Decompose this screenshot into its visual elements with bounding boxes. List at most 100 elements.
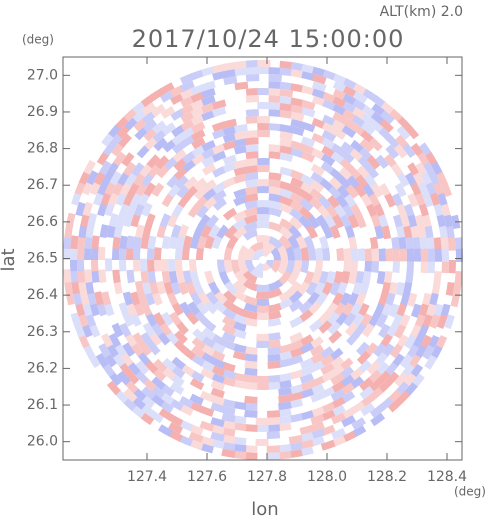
echo-cell	[330, 396, 346, 409]
echo-cell	[454, 271, 463, 285]
echo-cell	[159, 213, 171, 228]
echo-cell	[242, 270, 258, 284]
echo-cell	[221, 398, 236, 409]
echo-cell	[167, 213, 179, 228]
echo-cell	[317, 311, 332, 325]
echo-cell	[393, 324, 407, 339]
echo-cell	[135, 224, 145, 238]
echo-cell	[200, 367, 215, 380]
x-unit: (deg)	[454, 485, 486, 499]
echo-cell	[188, 259, 197, 273]
echo-cell	[359, 377, 374, 391]
echo-cell	[251, 252, 261, 260]
echo-cell	[171, 124, 186, 138]
echo-cell	[178, 403, 194, 416]
echo-cell	[167, 183, 181, 198]
echo-cell	[290, 169, 305, 181]
echo-cell	[84, 235, 93, 249]
echo-cell	[333, 271, 344, 285]
echo-cell	[278, 408, 292, 418]
echo-cell	[376, 271, 386, 285]
echo-cell	[300, 260, 309, 274]
echo-cell	[340, 391, 356, 404]
echo-cell	[113, 280, 123, 295]
echo-cell	[279, 124, 294, 134]
echo-cell	[331, 435, 347, 448]
echo-cell	[210, 387, 225, 399]
x-tick-label: 128.2	[367, 469, 407, 485]
echo-cell	[454, 237, 463, 251]
echo-cell	[394, 372, 408, 387]
echo-cell	[232, 422, 247, 432]
echo-cell	[414, 214, 425, 229]
echo-cell	[221, 331, 236, 343]
echo-cell	[418, 303, 429, 318]
echo-cell	[357, 303, 370, 318]
echo-cell	[299, 334, 314, 347]
echo-cell	[96, 302, 108, 317]
echo-cell	[289, 391, 304, 402]
echo-cell	[245, 116, 259, 124]
echo-cell	[175, 235, 186, 249]
echo-cell	[242, 279, 258, 292]
echo-cell	[142, 224, 152, 238]
echo-cell	[279, 188, 294, 199]
echo-cell	[233, 166, 248, 177]
echo-cell	[315, 291, 329, 306]
echo-cell	[141, 202, 153, 217]
echo-cell	[119, 322, 132, 338]
echo-cell	[123, 161, 137, 177]
echo-cell	[172, 149, 187, 163]
echo-cell	[257, 129, 271, 138]
echo-cell	[268, 193, 282, 203]
echo-cell	[257, 88, 271, 96]
echo-cell	[122, 291, 134, 306]
echo-cell	[222, 299, 237, 312]
echo-cell	[104, 180, 117, 196]
echo-cell	[268, 303, 282, 313]
echo-cell	[255, 284, 271, 292]
echo-cell	[397, 172, 410, 188]
echo-cell	[329, 281, 341, 296]
echo-cell	[320, 386, 336, 399]
echo-cell	[190, 69, 206, 81]
echo-cell	[313, 281, 326, 296]
echo-cell	[300, 174, 315, 187]
echo-cell	[244, 409, 258, 418]
echo-cell	[78, 333, 90, 349]
echo-cell	[243, 310, 258, 320]
echo-cell	[303, 235, 315, 250]
echo-cell	[299, 439, 314, 450]
echo-cell	[255, 291, 270, 299]
echo-cell	[232, 350, 247, 361]
echo-cell	[267, 381, 281, 390]
echo-cell	[145, 213, 156, 228]
echo-cell	[245, 137, 259, 146]
echo-cell	[161, 122, 176, 136]
echo-cell	[85, 312, 97, 328]
echo-cell	[278, 358, 293, 368]
y-tick-label: 26.5	[27, 251, 58, 267]
echo-cell	[141, 102, 157, 116]
echo-cell	[111, 322, 124, 338]
echo-cell	[191, 337, 206, 351]
echo-cell	[368, 137, 383, 152]
echo-cell	[289, 369, 304, 380]
echo-cell	[243, 214, 258, 225]
echo-cell	[232, 443, 247, 453]
echo-cell	[112, 181, 125, 196]
echo-cell	[212, 189, 227, 203]
echo-cell	[334, 204, 347, 219]
echo-cell	[279, 67, 294, 77]
echo-cell	[179, 72, 195, 85]
echo-cell	[245, 144, 259, 153]
echo-cell	[289, 200, 304, 213]
echo-cell	[277, 444, 292, 453]
echo-cell	[179, 301, 192, 316]
echo-cell	[425, 303, 437, 319]
echo-cell	[170, 108, 186, 121]
echo-cell	[123, 388, 138, 403]
echo-cell	[187, 203, 201, 218]
echo-cell	[181, 247, 190, 260]
echo-cell	[245, 179, 259, 188]
